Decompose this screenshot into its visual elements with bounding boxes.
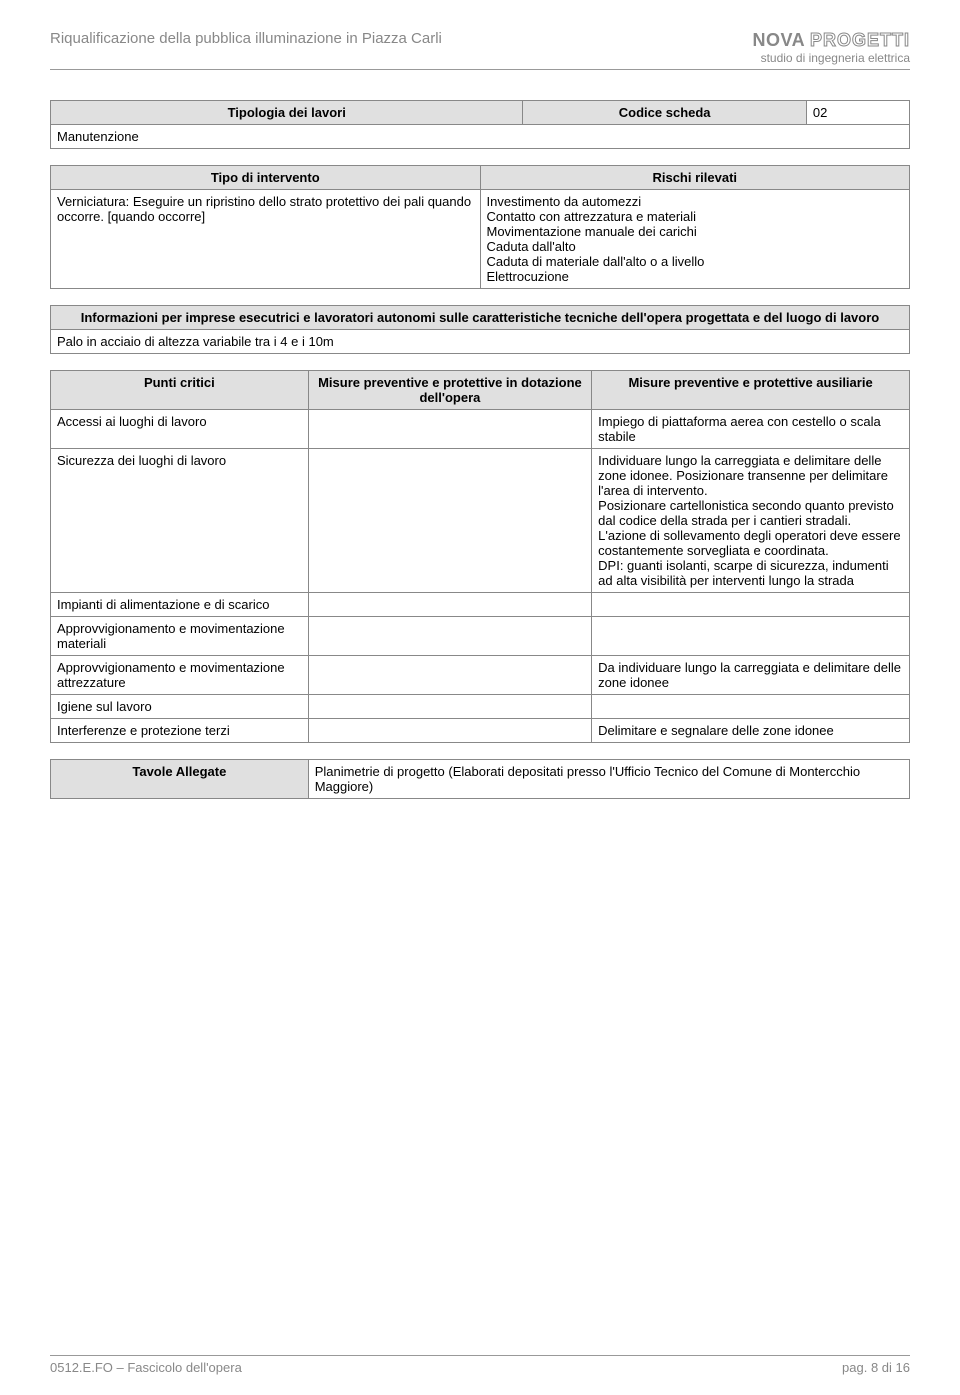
hdr-tipologia: Tipologia dei lavori	[51, 101, 523, 125]
table-tavole-allegate: Tavole Allegate Planimetrie di progetto …	[50, 759, 910, 799]
risk-6: Elettrocuzione	[487, 269, 904, 284]
pc-r7-label: Interferenze e protezione terzi	[51, 719, 309, 743]
tipo-intervento-text: Verniciatura: Eseguire un ripristino del…	[51, 190, 481, 289]
pc-r5-label: Approvvigionamento e movimentazione attr…	[51, 656, 309, 695]
pc-r3-label: Impianti di alimentazione e di scarico	[51, 593, 309, 617]
risk-2: Contatto con attrezzatura e materiali	[487, 209, 904, 224]
pc-r5-aus: Da individuare lungo la carreggiata e de…	[592, 656, 910, 695]
palo-text: Palo in acciaio di altezza variabile tra…	[51, 330, 910, 354]
pc-r3-dot	[308, 593, 591, 617]
page-footer: 0512.E.FO – Fascicolo dell'opera pag. 8 …	[50, 1355, 910, 1375]
pc-r4-dot	[308, 617, 591, 656]
codice-value: 02	[806, 101, 909, 125]
pc-r2-dot	[308, 449, 591, 593]
pc-r4-label: Approvvigionamento e movimentazione mate…	[51, 617, 309, 656]
hdr-tavole: Tavole Allegate	[51, 760, 309, 799]
logo: NOVA PROGETTI	[752, 30, 910, 51]
pc-r6-aus	[592, 695, 910, 719]
hdr-codice: Codice scheda	[523, 101, 806, 125]
pc-r4-aus	[592, 617, 910, 656]
header-logo-block: NOVA PROGETTI studio di ingegneria elett…	[752, 30, 910, 65]
table-tipologia: Tipologia dei lavori Codice scheda 02 Ma…	[50, 100, 910, 149]
table-punti-critici: Punti critici Misure preventive e protet…	[50, 370, 910, 743]
table-informazioni: Informazioni per imprese esecutrici e la…	[50, 305, 910, 354]
hdr-informazioni: Informazioni per imprese esecutrici e la…	[51, 306, 910, 330]
pc-r1-label: Accessi ai luoghi di lavoro	[51, 410, 309, 449]
pc-r2-aus: Individuare lungo la carreggiata e delim…	[592, 449, 910, 593]
pc-r6-dot	[308, 695, 591, 719]
hdr-rischi: Rischi rilevati	[480, 166, 910, 190]
pc-r7-dot	[308, 719, 591, 743]
risk-1: Investimento da automezzi	[487, 194, 904, 209]
table-intervento: Tipo di intervento Rischi rilevati Verni…	[50, 165, 910, 289]
rischi-list: Investimento da automezzi Contatto con a…	[480, 190, 910, 289]
tavole-text: Planimetrie di progetto (Elaborati depos…	[308, 760, 909, 799]
header-studio: studio di ingegneria elettrica	[752, 51, 910, 65]
pc-r1-dot	[308, 410, 591, 449]
pc-r2-label: Sicurezza dei luoghi di lavoro	[51, 449, 309, 593]
manutenzione-cell: Manutenzione	[51, 125, 910, 149]
footer-left: 0512.E.FO – Fascicolo dell'opera	[50, 1360, 242, 1375]
hdr-misure-aus: Misure preventive e protettive ausiliari…	[592, 371, 910, 410]
pc-r5-dot	[308, 656, 591, 695]
risk-4: Caduta dall'alto	[487, 239, 904, 254]
pc-r3-aus	[592, 593, 910, 617]
logo-sub: PROGETTI	[810, 30, 910, 50]
risk-5: Caduta di materiale dall'alto o a livell…	[487, 254, 904, 269]
hdr-punti: Punti critici	[51, 371, 309, 410]
header-title: Riqualificazione della pubblica illumina…	[50, 30, 442, 47]
pc-r6-label: Igiene sul lavoro	[51, 695, 309, 719]
page-header: Riqualificazione della pubblica illumina…	[50, 30, 910, 70]
hdr-misure-dot: Misure preventive e protettive in dotazi…	[308, 371, 591, 410]
footer-right: pag. 8 di 16	[842, 1360, 910, 1375]
pc-r7-aus: Delimitare e segnalare delle zone idonee	[592, 719, 910, 743]
logo-main: NOVA	[752, 30, 804, 50]
risk-3: Movimentazione manuale dei carichi	[487, 224, 904, 239]
hdr-tipo-intervento: Tipo di intervento	[51, 166, 481, 190]
pc-r1-aus: Impiego di piattaforma aerea con cestell…	[592, 410, 910, 449]
